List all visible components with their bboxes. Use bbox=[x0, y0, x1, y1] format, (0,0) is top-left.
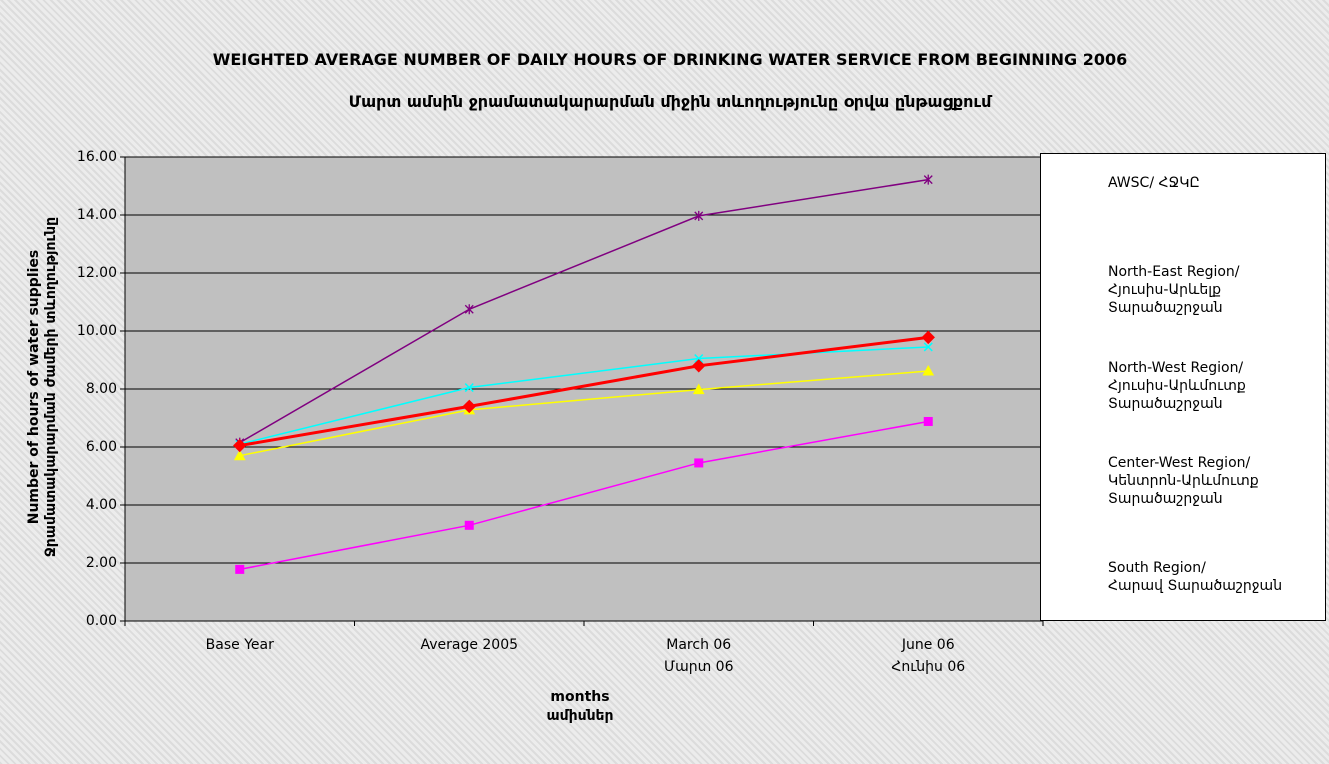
marker bbox=[692, 383, 705, 395]
marker bbox=[694, 210, 704, 221]
x-tick-label: March 06 bbox=[666, 637, 731, 653]
x-tick-label: Մարտ 06 bbox=[664, 659, 734, 675]
y-tick-label: 12.00 bbox=[77, 265, 117, 281]
y-tick-label: 14.00 bbox=[77, 207, 117, 223]
marker bbox=[233, 449, 246, 461]
series-line bbox=[239, 420, 929, 571]
marker bbox=[922, 364, 935, 376]
y-tick-label: 6.00 bbox=[86, 439, 117, 455]
marker bbox=[923, 342, 933, 352]
marker bbox=[464, 383, 474, 393]
x-axis-label: months ամիսներ bbox=[546, 689, 614, 724]
marker bbox=[692, 359, 706, 373]
marker bbox=[921, 330, 935, 345]
x-tick-label: Average 2005 bbox=[420, 637, 518, 653]
marker bbox=[923, 416, 933, 426]
x-tick-label: Base Year bbox=[206, 637, 274, 653]
legend-label: North-West Region/ Հյուսիս-Արևմուտք Տարա… bbox=[1108, 360, 1246, 412]
marker bbox=[233, 438, 247, 453]
y-tick-label: 4.00 bbox=[86, 497, 117, 513]
y-tick-label: 10.00 bbox=[77, 323, 117, 339]
x-tick-label: June 06 bbox=[901, 637, 955, 653]
legend-label: Center-West Region/ Կենտրոն-Արևմուտք Տար… bbox=[1108, 455, 1259, 507]
legend-label: North-East Region/ Հյուսիս-Արևելք Տարածա… bbox=[1108, 264, 1240, 316]
x-tick-label: Հունիս 06 bbox=[891, 659, 965, 675]
y-tick-label: 0.00 bbox=[86, 613, 117, 629]
chart-subtitle: Մարտ ամսին ջրամատակարարման միջին տևողութ… bbox=[348, 92, 992, 111]
y-tick-label: 2.00 bbox=[86, 555, 117, 571]
series-line bbox=[239, 335, 929, 448]
chart-title: WEIGHTED AVERAGE NUMBER OF DAILY HOURS O… bbox=[212, 50, 1128, 69]
legend bbox=[1040, 153, 1326, 621]
marker bbox=[694, 354, 704, 364]
series-line bbox=[239, 370, 929, 457]
series-line bbox=[239, 178, 929, 444]
marker bbox=[464, 520, 474, 530]
y-tick-label: 16.00 bbox=[77, 149, 117, 165]
legend-label: South Region/ Հարավ Տարածաշրջան bbox=[1108, 560, 1283, 594]
y-axis-label: Number of hours of water supplies Ջրամատ… bbox=[26, 216, 59, 558]
y-tick-label: 8.00 bbox=[86, 381, 117, 397]
marker bbox=[235, 564, 245, 574]
marker bbox=[464, 304, 474, 315]
marker bbox=[462, 399, 476, 414]
marker bbox=[694, 458, 704, 468]
legend-label: AWSC/ ՀՋԿԸ bbox=[1108, 175, 1200, 191]
marker bbox=[923, 174, 933, 185]
